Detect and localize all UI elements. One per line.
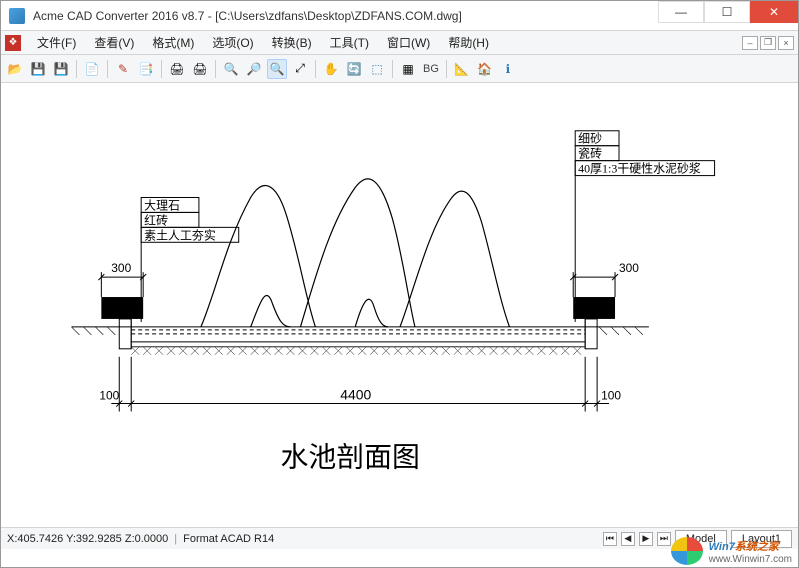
watermark: Win7系统之家 www.Winwin7.com [671, 537, 792, 565]
dim-top-right [570, 272, 618, 297]
mdi-close-button[interactable]: × [778, 36, 794, 50]
measure-button[interactable]: 📐 [452, 59, 472, 79]
label-left-0: 大理石 [144, 198, 180, 212]
dim-bottom [111, 357, 609, 412]
zoom-extents-button[interactable]: ⤢ [290, 59, 310, 79]
menu-options[interactable]: 选项(O) [204, 32, 261, 53]
dim-value-top-right: 300 [619, 261, 639, 275]
mdi-restore-button[interactable]: ❐ [760, 36, 776, 50]
tab-last-button[interactable]: ⏭ [657, 532, 671, 546]
drawing-title: 水池剖面图 [281, 441, 420, 472]
label-left-2: 素土人工夯实 [144, 227, 216, 242]
menu-view[interactable]: 查看(V) [86, 32, 142, 53]
save-as-button[interactable]: 💾 [51, 59, 71, 79]
drawing-canvas[interactable]: 大理石 红砖 素土人工夯实 细砂 瓷砖 40厚1:3干硬性水泥砂浆 [1, 83, 798, 527]
watermark-logo-icon [671, 537, 703, 565]
info-button[interactable]: ℹ [498, 59, 518, 79]
pdf-icon[interactable]: ✎ [113, 59, 133, 79]
mdi-buttons: – ❐ × [742, 36, 794, 50]
tab-next-button[interactable]: ▶ [639, 532, 653, 546]
dim-top-left [98, 272, 146, 297]
app-icon [9, 8, 25, 24]
dim-value-bottom-right: 100 [601, 389, 621, 403]
menu-tools[interactable]: 工具(T) [322, 32, 377, 53]
dim-value-bottom-left: 100 [99, 389, 119, 403]
print-button[interactable]: 🖨 [167, 59, 187, 79]
menu-file[interactable]: 文件(F) [29, 32, 84, 53]
menu-help[interactable]: 帮助(H) [440, 32, 497, 53]
dim-value-bottom-center: 4400 [340, 387, 371, 403]
watermark-brand-b: 系统之家 [735, 541, 779, 553]
dim-value-top-left: 300 [111, 261, 131, 275]
status-format: Format ACAD R14 [183, 533, 274, 545]
right-label-group: 细砂 瓷砖 40厚1:3干硬性水泥砂浆 [575, 131, 714, 322]
tab-first-button[interactable]: ⏮ [603, 532, 617, 546]
toolbar: 📂 💾 💾 📄 ✎ 📑 🖨 🖨 🔍 🔎 🔍 ⤢ ✋ 🔄 ⬚ ▦ BG 📐 🏠 ℹ [1, 55, 798, 83]
print-preview-button[interactable]: 🖨 [190, 59, 210, 79]
rotate-button[interactable]: 🔄 [344, 59, 364, 79]
app-menu-icon[interactable]: ❖ [5, 35, 21, 51]
rock-feature [201, 179, 510, 327]
layers-button[interactable]: ▦ [398, 59, 418, 79]
menu-window[interactable]: 窗口(W) [379, 32, 438, 53]
view3d-button[interactable]: ⬚ [367, 59, 387, 79]
menu-format[interactable]: 格式(M) [144, 32, 202, 53]
window-title: Acme CAD Converter 2016 v8.7 - [C:\Users… [33, 9, 462, 23]
save-button[interactable]: 💾 [28, 59, 48, 79]
label-left-1: 红砖 [144, 212, 168, 227]
menubar: ❖ 文件(F) 查看(V) 格式(M) 选项(O) 转换(B) 工具(T) 窗口… [1, 31, 798, 55]
home-button[interactable]: 🏠 [475, 59, 495, 79]
close-button[interactable]: ✕ [750, 1, 798, 23]
label-right-1: 瓷砖 [578, 146, 602, 161]
zoom-out-button[interactable]: 🔎 [244, 59, 264, 79]
batch-button[interactable]: 📑 [136, 59, 156, 79]
label-right-0: 细砂 [578, 132, 602, 146]
right-coping [573, 297, 615, 319]
left-coping [101, 297, 143, 319]
minimize-button[interactable]: — [658, 1, 704, 23]
bg-label: BG [421, 63, 441, 75]
zoom-window-button[interactable]: 🔍 [267, 59, 287, 79]
status-coords: X:405.7426 Y:392.9285 Z:0.0000 [7, 533, 168, 545]
pan-button[interactable]: ✋ [321, 59, 341, 79]
open-button[interactable]: 📂 [5, 59, 25, 79]
tab-prev-button[interactable]: ◀ [621, 532, 635, 546]
titlebar: Acme CAD Converter 2016 v8.7 - [C:\Users… [1, 1, 798, 31]
export-pdf-button[interactable]: 📄 [82, 59, 102, 79]
zoom-in-button[interactable]: 🔍 [221, 59, 241, 79]
maximize-button[interactable]: ☐ [704, 1, 750, 23]
mdi-minimize-button[interactable]: – [742, 36, 758, 50]
label-right-2: 40厚1:3干硬性水泥砂浆 [578, 161, 701, 176]
watermark-brand-a: Win7 [709, 541, 735, 553]
window-buttons: — ☐ ✕ [658, 1, 798, 30]
watermark-url: www.Winwin7.com [709, 554, 792, 565]
menu-convert[interactable]: 转换(B) [264, 32, 320, 53]
